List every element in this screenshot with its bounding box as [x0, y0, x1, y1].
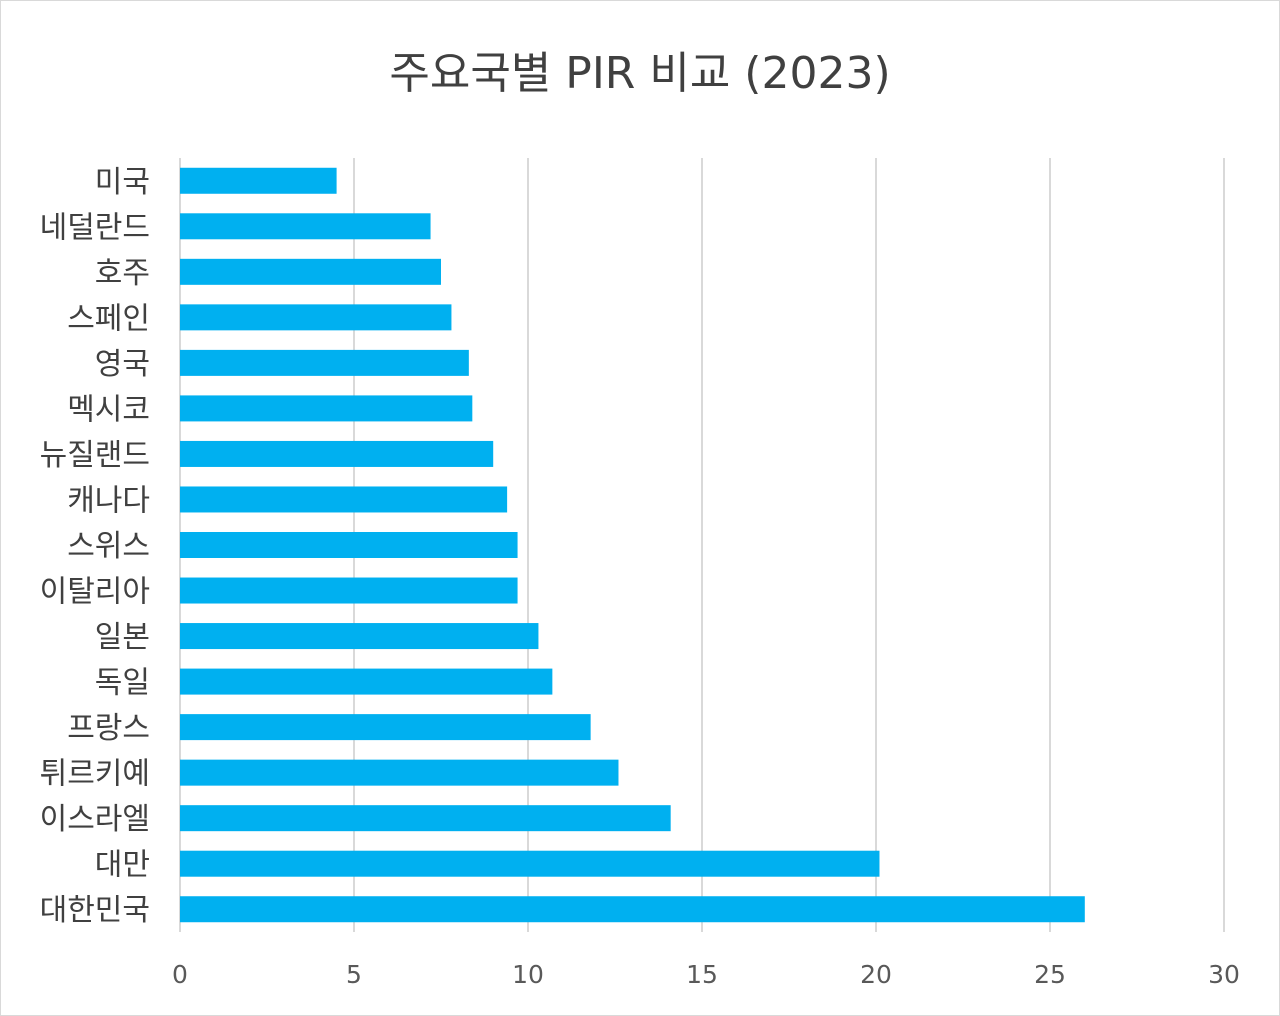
gridlines	[179, 158, 1225, 932]
chart-title: 주요국별 PIR 비교 (2023)	[389, 48, 891, 99]
x-tick-label: 5	[346, 960, 362, 989]
category-label: 미국	[95, 165, 150, 200]
bar	[180, 805, 671, 832]
category-label: 스페인	[67, 301, 150, 336]
bar	[180, 486, 508, 513]
category-label: 멕시코	[67, 392, 150, 427]
bar	[180, 896, 1085, 923]
bar	[180, 258, 441, 285]
bar	[180, 395, 473, 422]
x-tick-label: 30	[1208, 960, 1240, 989]
bar	[180, 167, 337, 194]
category-label: 스위스	[67, 529, 150, 564]
bar	[180, 532, 518, 558]
x-tick-labels: 0 5 10 15 20 25 30	[172, 960, 1240, 989]
bar	[180, 668, 553, 695]
bar	[180, 850, 880, 877]
bar	[180, 623, 539, 650]
category-label: 프랑스	[67, 711, 150, 746]
category-label: 뉴질랜드	[40, 438, 150, 473]
x-tick-label: 10	[512, 960, 544, 989]
bar	[180, 349, 469, 376]
bar	[180, 577, 518, 604]
category-label: 네덜란드	[40, 210, 150, 245]
category-label: 이탈리아	[40, 575, 150, 610]
category-label: 영국	[95, 347, 150, 382]
x-tick-label: 0	[172, 960, 188, 989]
bar	[180, 304, 452, 331]
bar	[180, 759, 619, 786]
category-label: 튀르키예	[40, 757, 150, 792]
bar	[180, 440, 494, 467]
category-label: 이스라엘	[40, 802, 150, 837]
category-label: 대한민국	[40, 893, 150, 928]
category-labels: 미국네덜란드호주스페인영국멕시코뉴질랜드캐나다스위스이탈리아일본독일프랑스튀르키…	[40, 165, 150, 928]
category-label: 캐나다	[67, 483, 150, 518]
bar	[180, 714, 591, 741]
bar	[180, 213, 431, 240]
category-label: 대만	[95, 848, 150, 883]
category-label: 호주	[95, 256, 150, 291]
x-tick-label: 20	[860, 960, 892, 989]
category-label: 일본	[95, 620, 150, 655]
x-tick-label: 25	[1034, 960, 1066, 989]
category-label: 독일	[95, 666, 150, 701]
bars	[180, 167, 1085, 923]
x-tick-label: 15	[686, 960, 718, 989]
